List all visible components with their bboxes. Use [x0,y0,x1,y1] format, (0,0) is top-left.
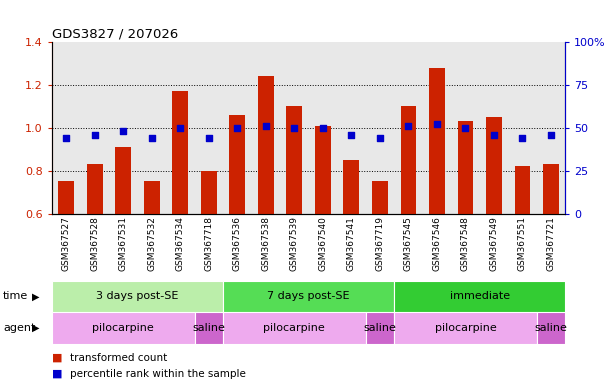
Point [489,132,499,138]
Text: saline: saline [535,323,568,333]
Bar [115,147,131,214]
Bar [52,312,194,344]
Text: immediate: immediate [450,291,510,301]
Point [204,135,214,141]
Bar [401,106,416,214]
Bar [52,281,223,312]
Point [518,135,527,141]
Bar [429,68,445,214]
Bar [172,91,188,214]
Bar [223,281,394,312]
Bar [144,181,159,214]
Bar [514,166,530,214]
Bar [194,312,223,344]
Bar [458,121,473,214]
Bar [229,115,245,214]
Bar [315,126,331,214]
Bar [223,312,365,344]
Text: ▶: ▶ [32,291,39,301]
Point [346,132,356,138]
Point [461,125,470,131]
Point [290,125,299,131]
Text: ■: ■ [52,369,62,379]
Bar [343,160,359,214]
Text: GDS3827 / 207026: GDS3827 / 207026 [52,27,178,40]
Bar [287,106,302,214]
Text: 3 days post-SE: 3 days post-SE [97,291,178,301]
Text: ■: ■ [52,353,62,363]
Bar [258,76,274,214]
Point [375,135,385,141]
Text: pilocarpine: pilocarpine [263,323,325,333]
Text: time: time [3,291,28,301]
Bar [365,312,394,344]
Point [90,132,100,138]
Point [432,121,442,127]
Point [147,135,156,141]
Point [318,125,327,131]
Text: pilocarpine: pilocarpine [434,323,496,333]
Text: pilocarpine: pilocarpine [92,323,154,333]
Bar [486,117,502,214]
Text: ▶: ▶ [32,323,39,333]
Point [261,123,271,129]
Text: percentile rank within the sample: percentile rank within the sample [70,369,246,379]
Bar [372,181,388,214]
Bar [59,181,74,214]
Point [119,128,128,134]
Text: 7 days post-SE: 7 days post-SE [267,291,350,301]
Text: saline: saline [364,323,397,333]
Bar [87,164,103,214]
Text: saline: saline [192,323,225,333]
Point [403,123,413,129]
Text: agent: agent [3,323,35,333]
Bar [394,312,536,344]
Point [232,125,242,131]
Bar [536,312,565,344]
Text: transformed count: transformed count [70,353,167,363]
Point [175,125,185,131]
Point [61,135,71,141]
Bar [201,170,216,214]
Bar [394,281,565,312]
Point [546,132,556,138]
Bar [543,164,559,214]
